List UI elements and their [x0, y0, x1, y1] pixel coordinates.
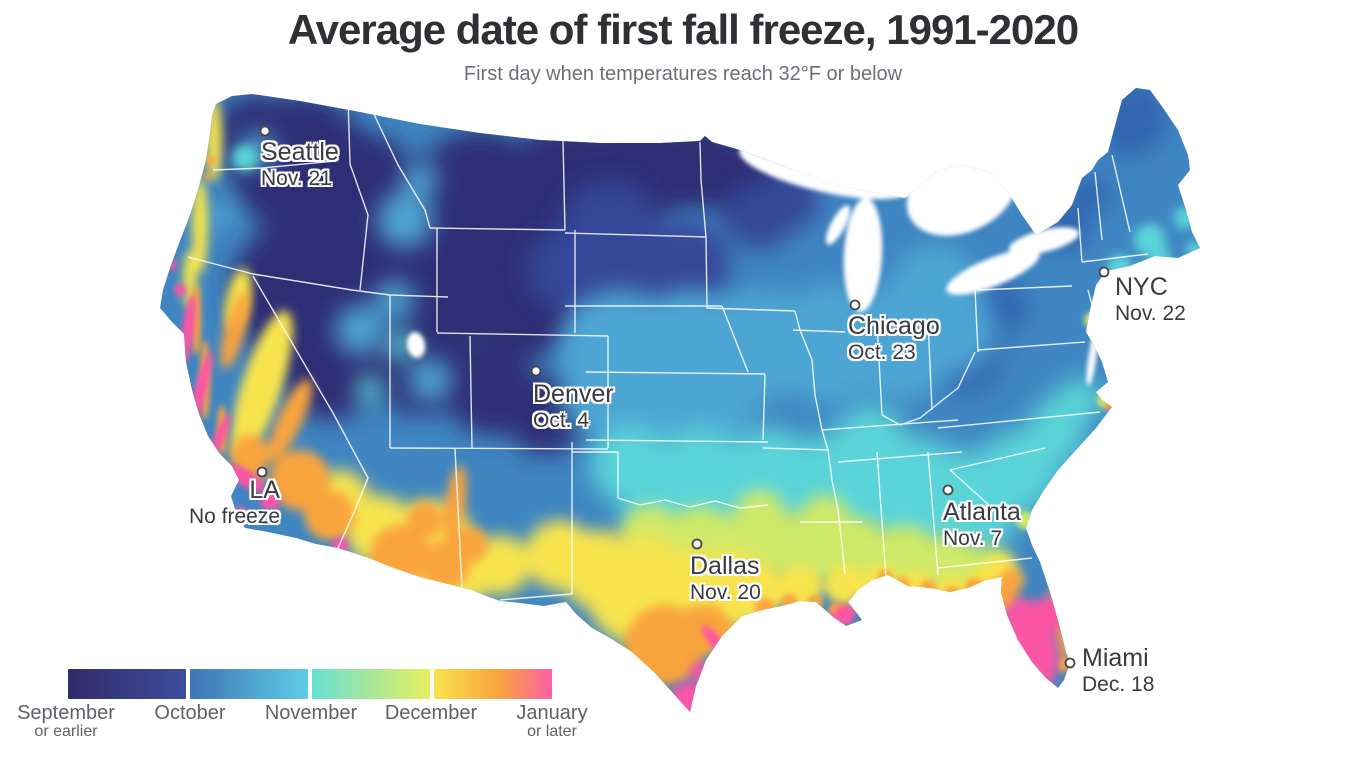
city-name: Denver [533, 380, 614, 408]
lake-erie [946, 249, 1040, 295]
city-date: Nov. 22 [1115, 301, 1186, 325]
city-marker-nyc [1098, 266, 1110, 278]
page-title: Average date of first fall freeze, 1991-… [287, 6, 1079, 53]
city-name: LA [249, 476, 280, 504]
city-marker-dallas [691, 538, 703, 550]
city-label-la: LA No freeze [188, 476, 280, 528]
city-name: Miami [1082, 644, 1149, 672]
city-date: Oct. 23 [848, 340, 916, 364]
lake-ontario [1008, 227, 1080, 255]
city-label-seattle: Seattle Nov. 21 [261, 138, 339, 190]
state-borders [187, 96, 1149, 601]
city-name: Dallas [690, 552, 760, 580]
city-marker-la [256, 466, 268, 478]
city-marker-seattle [259, 125, 271, 137]
city-marker-miami [1064, 657, 1076, 669]
great-salt-lake [406, 332, 426, 358]
city-name: Seattle [261, 138, 339, 166]
city-marker-chicago [849, 299, 861, 311]
city-label-miami: Miami Dec. 18 [1082, 644, 1155, 696]
city-date: No freeze [188, 504, 280, 528]
city-date: Nov. 7 [943, 526, 1003, 550]
city-label-denver: Denver Oct. 4 [533, 380, 614, 432]
city-name: Chicago [848, 312, 940, 340]
city-date: Nov. 20 [690, 580, 761, 604]
green-bay [825, 205, 851, 245]
lake-michigan [843, 198, 883, 312]
city-name: NYC [1115, 273, 1168, 301]
chesapeake-bay [1086, 334, 1098, 386]
city-marker-denver [530, 365, 542, 377]
city-name: Atlanta [943, 498, 1021, 526]
city-label-dallas: Dallas Nov. 20 [690, 552, 761, 604]
city-date: Dec. 18 [1082, 672, 1155, 696]
city-date: Nov. 21 [261, 166, 332, 190]
city-marker-atlanta [942, 484, 954, 496]
page-subtitle: First day when temperatures reach 32°F o… [463, 63, 903, 85]
city-label-chicago: Chicago Oct. 23 [848, 312, 940, 364]
city-date: Oct. 4 [533, 408, 590, 432]
city-label-nyc: NYC Nov. 22 [1115, 273, 1186, 325]
city-label-atlanta: Atlanta Nov. 7 [943, 498, 1021, 550]
